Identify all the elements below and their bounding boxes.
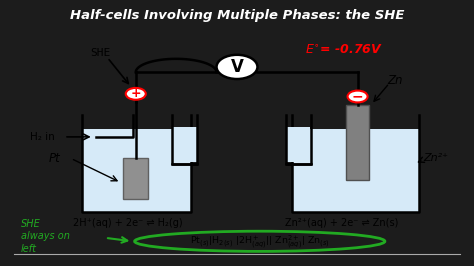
Text: V: V — [230, 58, 244, 76]
Text: H₂ in: H₂ in — [30, 132, 55, 142]
Text: −: − — [352, 90, 364, 103]
Text: Half-cells Involving Multiple Phases: the SHE: Half-cells Involving Multiple Phases: th… — [70, 10, 404, 22]
Text: SHE
always on
left: SHE always on left — [21, 219, 70, 254]
Bar — [287, 127, 310, 163]
Circle shape — [217, 55, 257, 79]
Text: Pt: Pt — [49, 152, 61, 165]
Text: 2H⁺(aq) + 2e⁻ ⇌ H₂(g): 2H⁺(aq) + 2e⁻ ⇌ H₂(g) — [73, 218, 182, 228]
Circle shape — [347, 91, 368, 102]
Text: Zn²⁺: Zn²⁺ — [424, 153, 448, 163]
Bar — [82, 129, 191, 212]
Text: Zn: Zn — [387, 74, 403, 87]
Bar — [292, 129, 419, 212]
Text: SHE: SHE — [91, 48, 110, 59]
Text: +: + — [130, 87, 141, 100]
Text: Pt$_{(s)}$|H$_{2(s)}$ |2H$^+_{(aq)}$|| Zn$^{2+}_{(aq)}$| Zn$_{(s)}$: Pt$_{(s)}$|H$_{2(s)}$ |2H$^+_{(aq)}$|| Z… — [190, 233, 330, 250]
Bar — [346, 105, 369, 180]
Bar — [123, 159, 148, 199]
Text: Zn²⁺(aq) + 2e⁻ ⇌ Zn(s): Zn²⁺(aq) + 2e⁻ ⇌ Zn(s) — [285, 218, 398, 228]
Text: $E^{\circ}$= -0.76V: $E^{\circ}$= -0.76V — [305, 44, 383, 57]
Circle shape — [126, 88, 146, 100]
Bar — [173, 127, 197, 163]
